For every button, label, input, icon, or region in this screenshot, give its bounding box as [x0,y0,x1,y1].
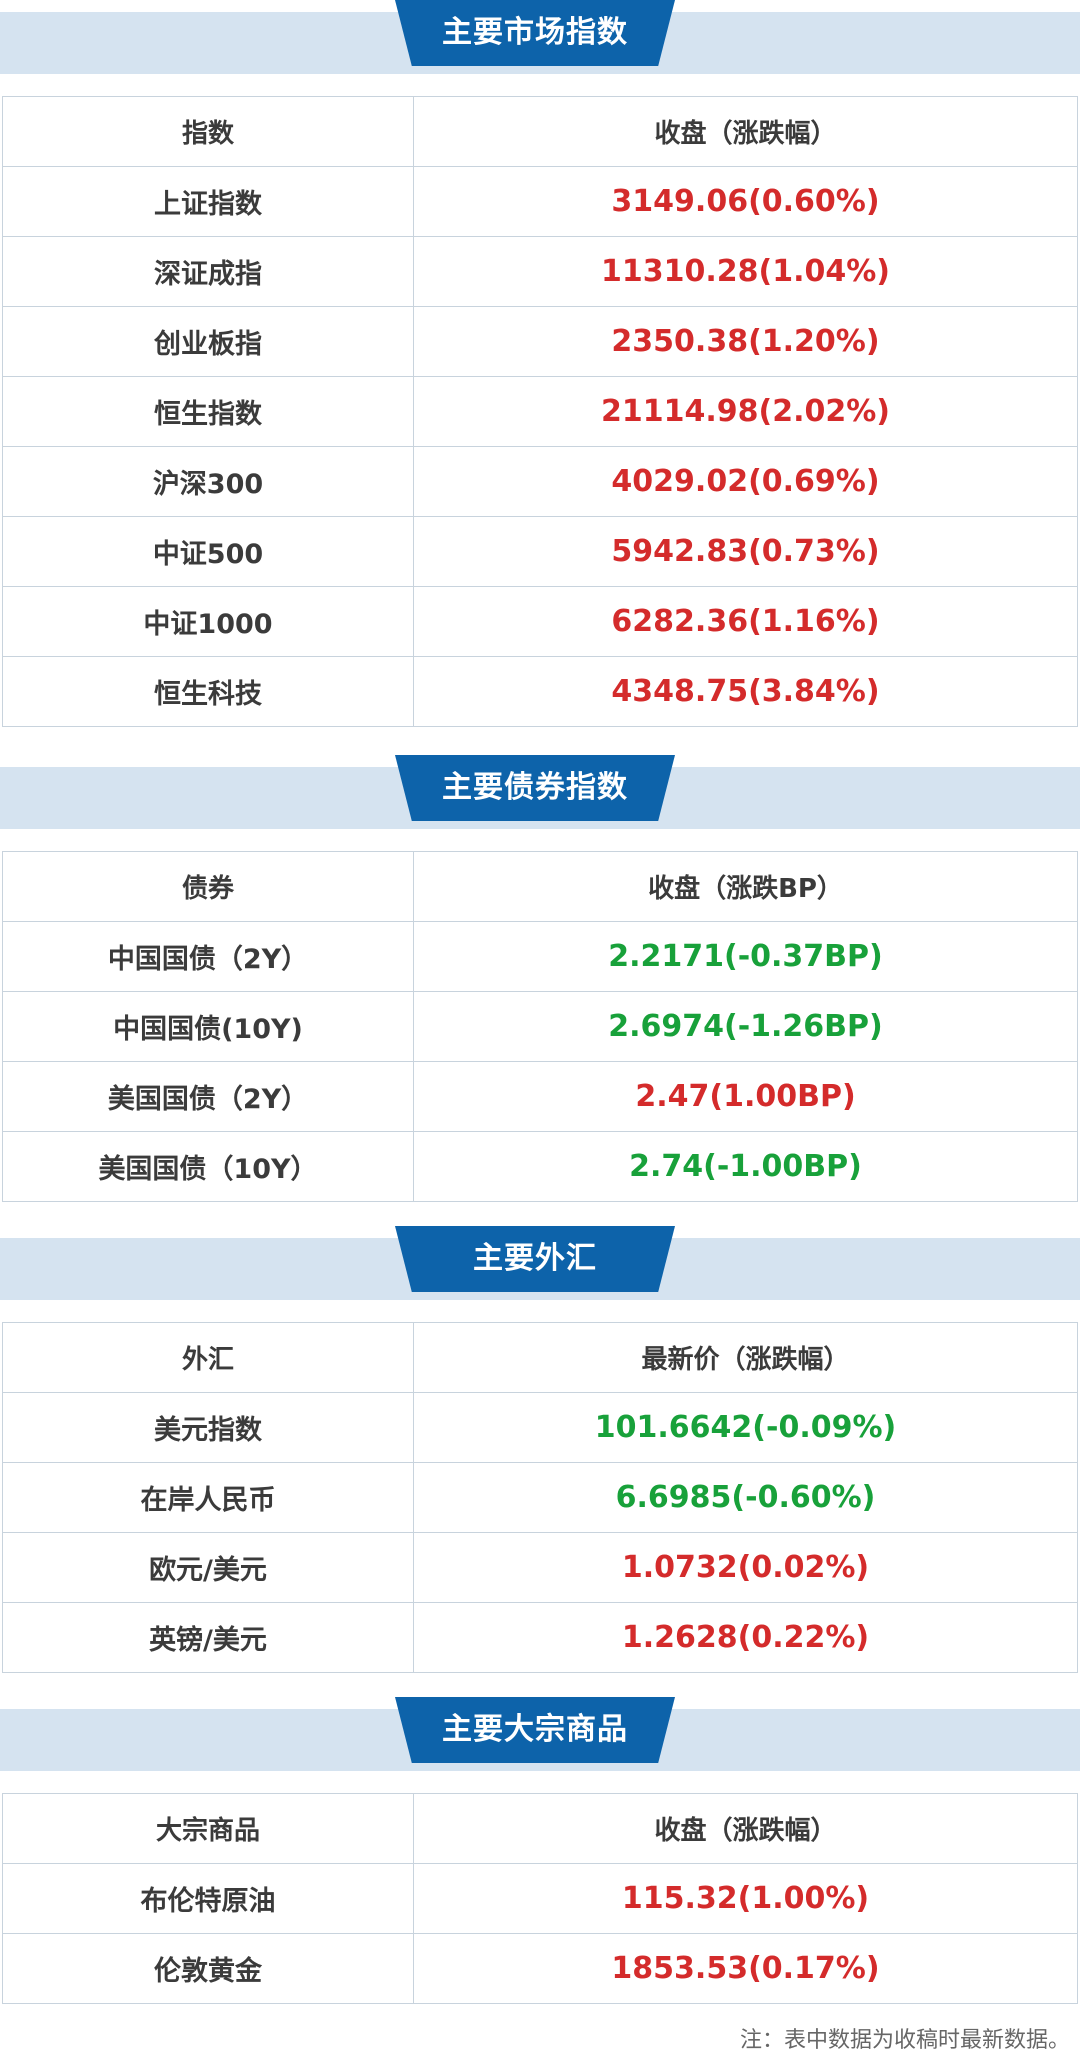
table-row: 美元指数 101.6642(-0.09%) [2,1392,1078,1463]
row-value-cell: 2.2171(-0.37BP) [413,921,1078,992]
row-name-cell: 中国国债(10Y) [2,991,414,1062]
row-name-cell: 中证1000 [2,586,414,657]
table-row: 中国国债(10Y) 2.6974(-1.26BP) [2,991,1078,1062]
bond-index-table: 债券 收盘（涨跌BP） 中国国债（2Y） 2.2171(-0.37BP) 中国国债(10… [2,851,1078,1202]
row-name-cell: 恒生科技 [2,656,414,727]
table-row: 美国国债（2Y） 2.47(1.00BP) [2,1061,1078,1132]
row-name-cell: 欧元/美元 [2,1532,414,1603]
row-value-cell: 5942.83(0.73%) [413,516,1078,587]
table-row: 伦敦黄金 1853.53(0.17%) [2,1933,1078,2004]
row-name-cell: 深证成指 [2,236,414,307]
row-value-cell: 11310.28(1.04%) [413,236,1078,307]
banner-tab [395,1697,675,1763]
row-name-cell: 美国国债（2Y） [2,1061,414,1132]
section-title: 主要外汇 [473,1241,597,1276]
row-name-cell: 恒生指数 [2,376,414,447]
section-banner: 主要市场指数 [0,0,1080,92]
section-banner: 主要外汇 [0,1226,1080,1318]
banner-tab [395,755,675,821]
row-name-cell: 中证500 [2,516,414,587]
commodity-table: 大宗商品 收盘（涨跌幅） 布伦特原油 115.32(1.00%) 伦敦黄金 1853.53… [2,1793,1078,2004]
table-row: 欧元/美元 1.0732(0.02%) [2,1532,1078,1603]
header-name-cell: 指数 [2,96,414,167]
row-value-cell: 115.32(1.00%) [413,1863,1078,1934]
header-value-cell: 收盘（涨跌幅） [413,1793,1078,1864]
row-value-cell: 1.2628(0.22%) [413,1602,1078,1673]
table-header-row: 指数 收盘（涨跌幅） [2,96,1078,167]
section-title: 主要大宗商品 [442,1712,628,1747]
table-row: 恒生指数 21114.98(2.02%) [2,376,1078,447]
table-header-row: 大宗商品 收盘（涨跌幅） [2,1793,1078,1864]
header-name-cell: 大宗商品 [2,1793,414,1864]
row-value-cell: 4029.02(0.69%) [413,446,1078,517]
table-row: 美国国债（10Y） 2.74(-1.00BP) [2,1131,1078,1202]
row-value-cell: 1.0732(0.02%) [413,1532,1078,1603]
row-value-cell: 101.6642(-0.09%) [413,1392,1078,1463]
table-row: 中国国债（2Y） 2.2171(-0.37BP) [2,921,1078,992]
header-value-cell: 最新价（涨跌幅） [413,1322,1078,1393]
row-name-cell: 英镑/美元 [2,1602,414,1673]
table-row: 上证指数 3149.06(0.60%) [2,166,1078,237]
forex-table: 外汇 最新价（涨跌幅） 美元指数 101.6642(-0.09%) 在岸人民币 6.698… [2,1322,1078,1673]
table-row: 布伦特原油 115.32(1.00%) [2,1863,1078,1934]
section-banner: 主要债券指数 [0,755,1080,847]
row-name-cell: 美元指数 [2,1392,414,1463]
header-value-cell: 收盘（涨跌幅） [413,96,1078,167]
row-value-cell: 2.6974(-1.26BP) [413,991,1078,1062]
footnote: 注：表中数据为收稿时最新数据。 [739,2028,1070,2053]
table-header-row: 债券 收盘（涨跌BP） [2,851,1078,922]
table-row: 深证成指 11310.28(1.04%) [2,236,1078,307]
row-name-cell: 在岸人民币 [2,1462,414,1533]
market-index-table: 指数 收盘（涨跌幅） 上证指数 3149.06(0.60%) 深证成指 11310.28(… [2,96,1078,727]
table-row: 在岸人民币 6.6985(-0.60%) [2,1462,1078,1533]
row-value-cell: 2.47(1.00BP) [413,1061,1078,1132]
table-row: 中证500 5942.83(0.73%) [2,516,1078,587]
banner-tab [395,0,675,66]
row-name-cell: 中国国债（2Y） [2,921,414,992]
row-value-cell: 6282.36(1.16%) [413,586,1078,657]
row-name-cell: 布伦特原油 [2,1863,414,1934]
row-name-cell: 创业板指 [2,306,414,377]
row-value-cell: 3149.06(0.60%) [413,166,1078,237]
section-title: 主要市场指数 [442,15,628,50]
row-value-cell: 4348.75(3.84%) [413,656,1078,727]
row-name-cell: 上证指数 [2,166,414,237]
table-row: 英镑/美元 1.2628(0.22%) [2,1602,1078,1673]
row-value-cell: 1853.53(0.17%) [413,1933,1078,2004]
row-value-cell: 21114.98(2.02%) [413,376,1078,447]
section-title: 主要债券指数 [442,770,628,805]
table-row: 恒生科技 4348.75(3.84%) [2,656,1078,727]
table-header-row: 外汇 最新价（涨跌幅） [2,1322,1078,1393]
section-banner: 主要大宗商品 [0,1697,1080,1789]
header-name-cell: 外汇 [2,1322,414,1393]
table-row: 沪深300 4029.02(0.69%) [2,446,1078,517]
row-name-cell: 美国国债（10Y） [2,1131,414,1202]
header-value-cell: 收盘（涨跌BP） [413,851,1078,922]
row-name-cell: 沪深300 [2,446,414,517]
header-name-cell: 债券 [2,851,414,922]
row-name-cell: 伦敦黄金 [2,1933,414,2004]
row-value-cell: 2.74(-1.00BP) [413,1131,1078,1202]
banner-tab [395,1226,675,1292]
row-value-cell: 2350.38(1.20%) [413,306,1078,377]
row-value-cell: 6.6985(-0.60%) [413,1462,1078,1533]
table-row: 中证1000 6282.36(1.16%) [2,586,1078,657]
table-row: 创业板指 2350.38(1.20%) [2,306,1078,377]
